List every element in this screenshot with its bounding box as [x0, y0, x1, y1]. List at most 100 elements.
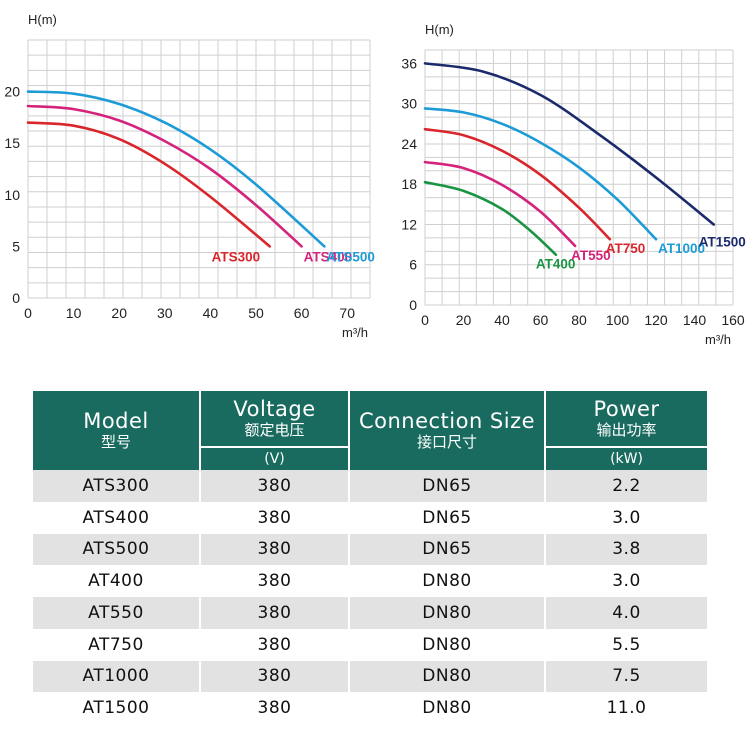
cell-power: 5.5	[545, 628, 707, 661]
header-voltage-unit-text: (V)	[264, 451, 285, 467]
x-tick-label: 40	[203, 305, 219, 321]
cell-voltage: 380	[200, 533, 350, 566]
series-label-at1500: AT1500	[699, 234, 746, 249]
header-model-en: Model	[83, 408, 149, 433]
header-power-en: Power	[593, 396, 660, 421]
cell-connection: DN80	[349, 597, 546, 629]
series-label-ats400: ATS400	[304, 249, 353, 264]
header-voltage-zh: 额定电压	[244, 421, 305, 439]
x-tick-label: 20	[456, 312, 472, 328]
table-row: AT400 380 DN80 3.0	[33, 565, 707, 597]
series-line-ats500	[26, 90, 326, 248]
series-label-at750: AT750	[606, 241, 646, 256]
header-model-zh: 型号	[100, 433, 131, 451]
x-tick-label: 120	[644, 312, 668, 328]
header-connection-zh: 接口尺寸	[416, 433, 477, 451]
x-tick-label: 30	[157, 305, 173, 321]
cell-voltage: 380	[200, 597, 350, 629]
cell-model: ATS300	[33, 470, 201, 502]
header-voltage-unit: (V)	[200, 446, 350, 470]
series-label-ats300: ATS300	[212, 249, 261, 264]
table-row: AT750 380 DN80 5.5	[33, 628, 707, 661]
cell-model: AT400	[33, 565, 201, 597]
x-axis-title: m³/h	[342, 325, 368, 340]
y-tick-label: 12	[401, 216, 417, 232]
header-power-unit-text: (kW)	[610, 451, 643, 467]
head-flow-chart-ats: 0 10 20 30 40 50 60 70 0 5 10 15 20 H(m) m³/h ATS300 ATS…	[4, 12, 375, 340]
header-voltage-en: Voltage	[233, 396, 316, 421]
y-tick-label: 6	[409, 257, 417, 273]
series-line-at1500	[423, 62, 716, 226]
cell-power: 7.5	[545, 660, 707, 693]
cell-model: AT1000	[33, 660, 201, 693]
cell-power: 4.0	[545, 597, 707, 629]
cell-power: 3.0	[545, 501, 707, 534]
series-line-ats300	[26, 121, 271, 248]
cell-connection: DN80	[349, 692, 546, 724]
x-tick-label: 140	[683, 312, 707, 328]
cell-power: 11.0	[545, 692, 707, 724]
y-tick-label: 18	[401, 176, 417, 192]
y-tick-label: 30	[401, 96, 417, 112]
y-tick-label: 15	[4, 135, 20, 151]
cell-voltage: 380	[200, 565, 350, 597]
table-row: AT1500 380 DN80 11.0	[33, 692, 707, 724]
x-tick-label: 0	[24, 305, 32, 321]
cell-model: AT550	[33, 597, 201, 629]
series-line-at550	[423, 160, 577, 248]
cell-model: ATS500	[33, 533, 201, 566]
y-tick-label: 36	[401, 55, 417, 71]
y-axis-title: H(m)	[28, 12, 57, 27]
x-tick-label: 60	[533, 312, 549, 328]
header-power-unit: (kW)	[545, 446, 707, 470]
x-tick-label: 160	[721, 312, 745, 328]
y-axis-title: H(m)	[425, 22, 454, 37]
cell-connection: DN80	[349, 628, 546, 661]
cell-voltage: 380	[200, 501, 350, 534]
table-row: ATS300 380 DN65 2.2	[33, 470, 707, 502]
x-tick-label: 70	[339, 305, 355, 321]
head-flow-chart-at: 0 20 40 60 80 100 120 140 160 0 6 12 18 24 30 36 H(m) m³/…	[401, 22, 746, 347]
table-row: ATS400 380 DN65 3.0	[33, 501, 707, 534]
cell-voltage: 380	[200, 660, 350, 693]
cell-connection: DN80	[349, 565, 546, 597]
x-axis-title: m³/h	[705, 332, 731, 347]
cell-connection: DN80	[349, 660, 546, 693]
x-tick-label: 40	[494, 312, 510, 328]
header-connection-en: Connection Size	[358, 408, 536, 433]
table-row: AT550 380 DN80 4.0	[33, 597, 707, 629]
cell-connection: DN65	[349, 501, 546, 534]
x-tick-label: 60	[294, 305, 310, 321]
cell-connection: DN65	[349, 533, 546, 566]
header-voltage: Voltage 额定电压	[200, 391, 350, 447]
x-tick-label: 10	[66, 305, 82, 321]
header-power: Power 输出功率	[545, 391, 707, 447]
x-tick-label: 20	[111, 305, 127, 321]
series-line-ats400	[26, 104, 303, 248]
cell-voltage: 380	[200, 692, 350, 724]
x-tick-label: 80	[571, 312, 587, 328]
y-tick-label: 5	[12, 238, 20, 254]
series-label-at400: AT400	[536, 257, 576, 272]
series-label-at550: AT550	[571, 248, 611, 263]
table-row: AT1000 380 DN80 7.5	[33, 660, 707, 693]
cell-power: 3.8	[545, 533, 707, 566]
series-label-at1000: AT1000	[658, 241, 705, 256]
grid	[27, 39, 371, 299]
series-line-at1000	[423, 107, 658, 241]
series-line-at750	[423, 127, 612, 241]
table-row: ATS500 380 DN65 3.8	[33, 533, 707, 566]
spec-table: Model 型号 Voltage 额定电压 Connection Size 接口…	[33, 391, 707, 724]
series-line-at400	[423, 180, 558, 256]
x-tick-label: 50	[248, 305, 264, 321]
cell-model: AT750	[33, 628, 201, 661]
x-tick-label: 0	[421, 312, 429, 328]
series-label-ats500: ATS500	[326, 249, 375, 264]
y-tick-label: 0	[12, 290, 20, 306]
cell-voltage: 380	[200, 628, 350, 661]
header-model: Model 型号	[33, 391, 201, 470]
header-power-zh: 输出功率	[596, 421, 657, 439]
cell-model: ATS400	[33, 501, 201, 534]
cell-model: AT1500	[33, 692, 201, 724]
y-tick-label: 20	[4, 84, 20, 100]
